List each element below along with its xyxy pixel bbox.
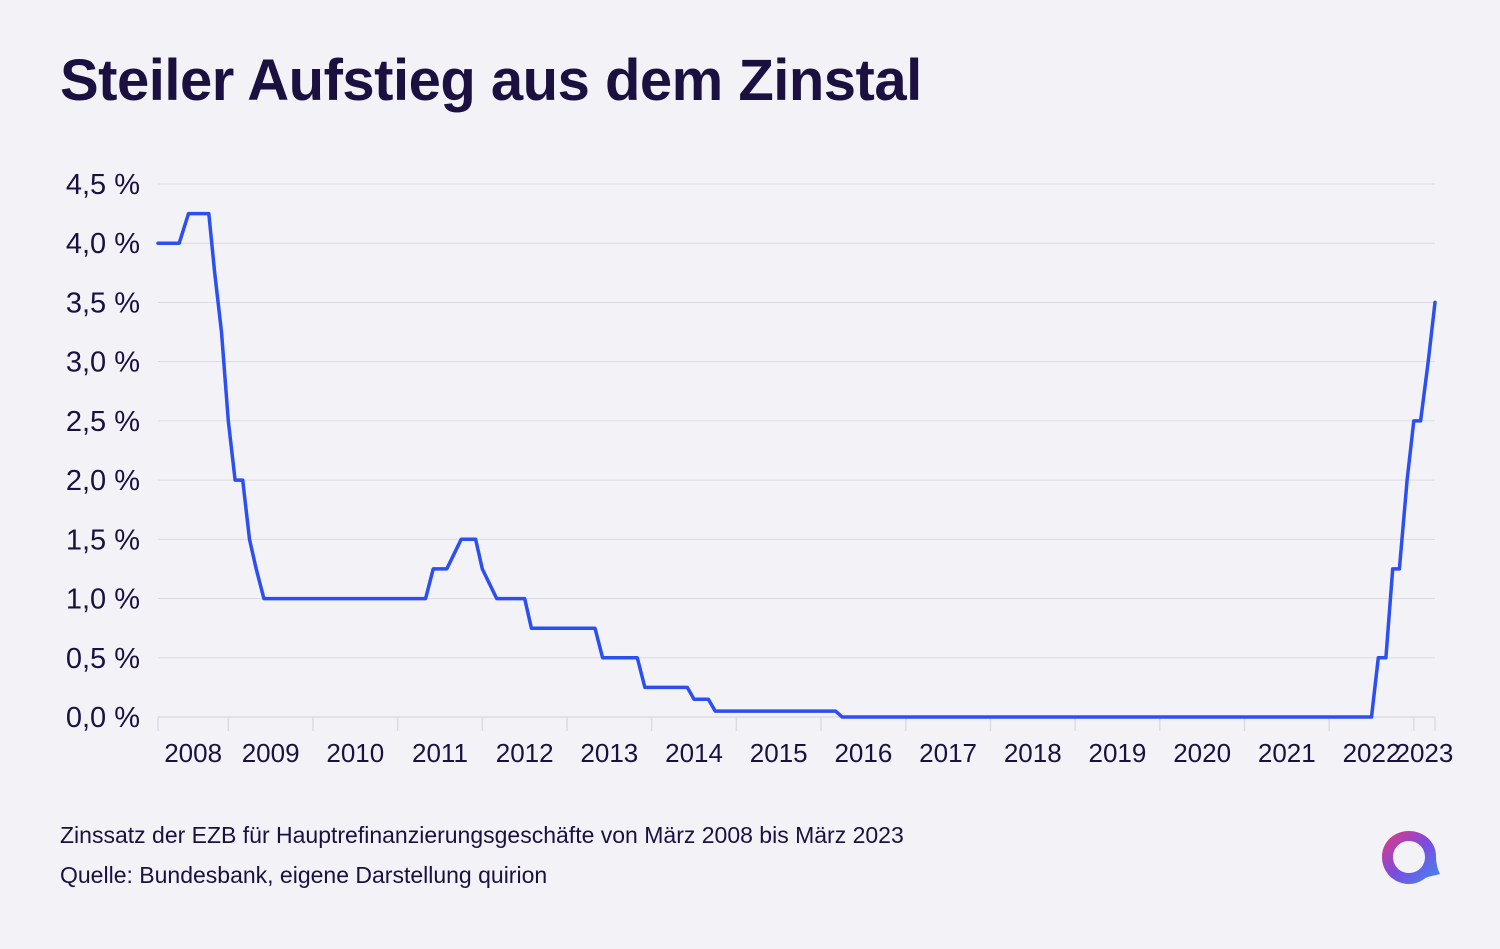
x-tick-label: 2021: [1258, 738, 1316, 768]
y-tick-label: 2,5 %: [66, 406, 140, 438]
x-tick-label: 2020: [1173, 738, 1231, 768]
x-tick-label: 2014: [665, 738, 723, 768]
x-tick-label: 2016: [834, 738, 892, 768]
x-tick-label: 2019: [1089, 738, 1147, 768]
line-chart: 0,0 % 0,5 % 1,0 % 1,5 % 2,0 % 2,5 % 3,0 % 3,5 %…: [66, 169, 1454, 768]
x-tick-label: 2023: [1395, 738, 1453, 768]
y-tick-label: 2,0 %: [66, 465, 140, 497]
x-tick-label: 2013: [580, 738, 638, 768]
x-tick-label: 2010: [326, 738, 384, 768]
x-tick-label: 2018: [1004, 738, 1062, 768]
chart-caption: Zinssatz der EZB für Hauptrefinanzierung…: [60, 822, 904, 848]
source-note: Quelle: Bundesbank, eigene Darstellung q…: [60, 862, 548, 888]
y-tick-label: 3,0 %: [66, 347, 140, 379]
y-tick-label: 0,5 %: [66, 643, 140, 675]
series-line: [156, 211, 1437, 719]
y-tick-label: 4,5 %: [66, 169, 140, 201]
x-tick-label: 2009: [242, 738, 300, 768]
y-tick-label: 1,5 %: [66, 524, 140, 556]
y-tick-label: 1,0 %: [66, 584, 140, 616]
y-axis-tick-labels: 0,0 % 0,5 % 1,0 % 1,5 % 2,0 % 2,5 % 3,0 % 3,5 %…: [66, 169, 140, 734]
x-axis: 2008 2009 2010 2011 2012 2013 2014 2015 2016 2017…: [157, 716, 1453, 768]
y-tick-label: 3,5 %: [66, 287, 140, 319]
y-tick-label: 0,0 %: [66, 702, 140, 734]
quirion-logo-icon: [1382, 831, 1440, 884]
page-title: Steiler Aufstieg aus dem Zinstal: [60, 48, 922, 113]
x-tick-label: 2012: [496, 738, 554, 768]
x-tick-label: 2022: [1343, 738, 1401, 768]
x-tick-label: 2011: [412, 738, 468, 768]
x-tick-label: 2008: [164, 738, 222, 768]
series-layer: [156, 211, 1437, 719]
x-tick-label: 2017: [919, 738, 977, 768]
x-tick-label: 2015: [750, 738, 808, 768]
y-tick-label: 4,0 %: [66, 228, 140, 260]
gridlines: [158, 183, 1435, 659]
